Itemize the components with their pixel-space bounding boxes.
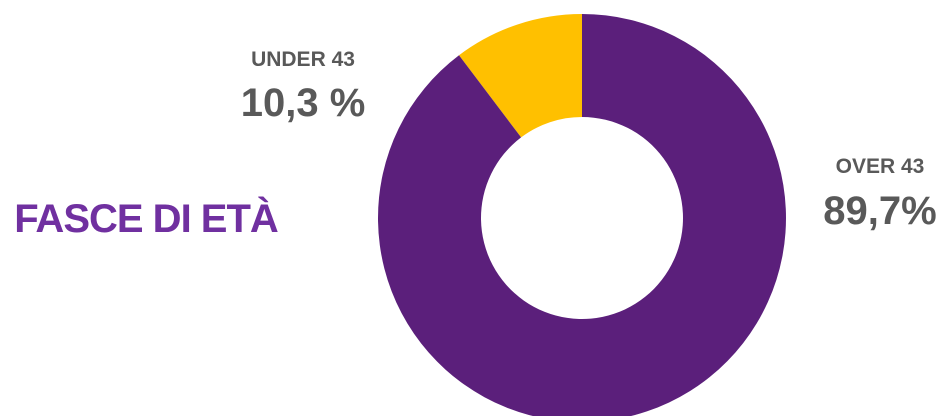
donut — [378, 14, 786, 416]
donut-slice — [459, 14, 582, 138]
donut-slice — [378, 14, 786, 416]
category-label: UNDER 43 — [251, 48, 355, 71]
chart-title: FASCE DI ETÀ — [14, 196, 278, 241]
value-label: 89,7% — [823, 189, 936, 233]
category-label: OVER 43 — [836, 155, 925, 178]
value-label: 10,3 % — [241, 81, 366, 125]
